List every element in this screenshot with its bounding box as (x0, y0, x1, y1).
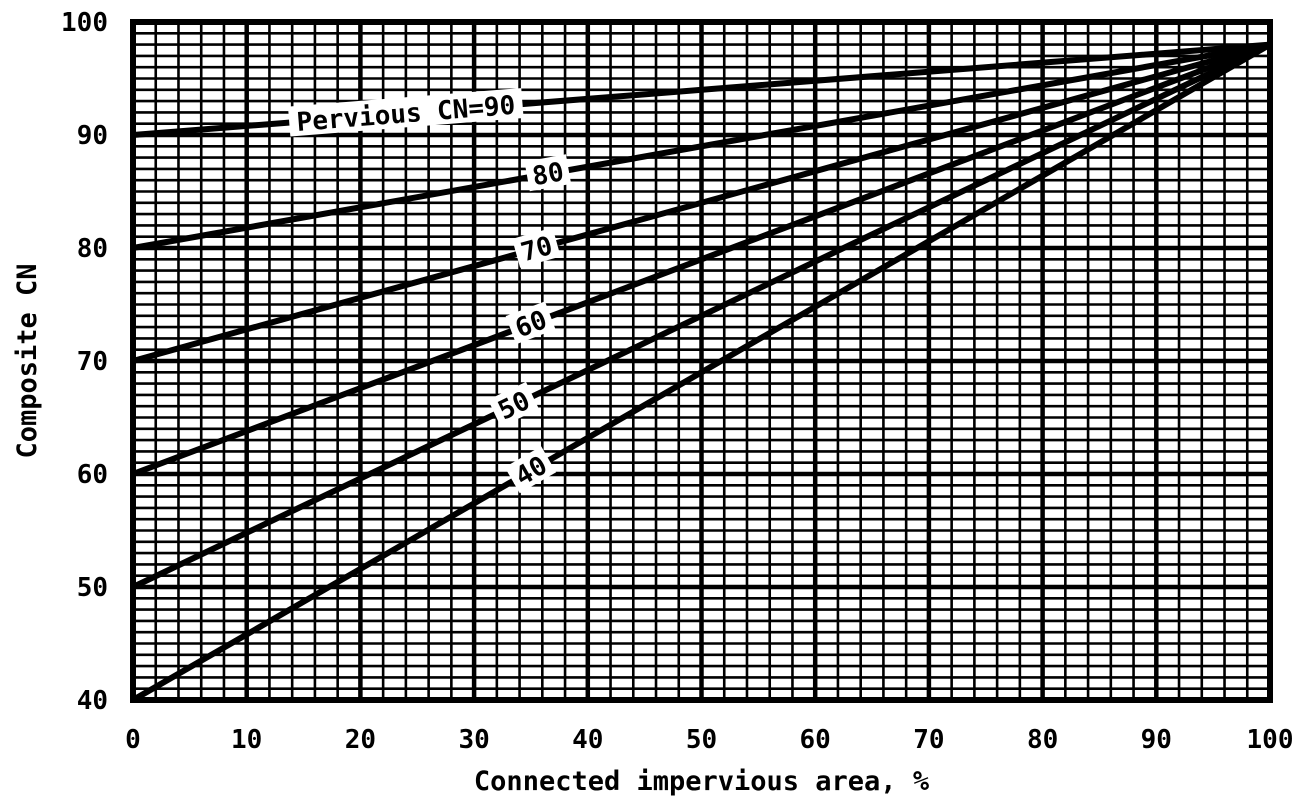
series-line-5 (130, 41, 1273, 703)
series-line-1 (130, 41, 1273, 251)
series-line-3 (130, 41, 1273, 477)
series-label-backing (488, 381, 539, 427)
series-label-backing (524, 154, 572, 192)
y-tick-label: 90 (77, 121, 108, 151)
series-line-2 (130, 41, 1273, 364)
x-tick-label: 0 (125, 725, 141, 755)
x-tick-label: 20 (345, 725, 376, 755)
x-tick-label: 40 (572, 725, 603, 755)
x-tick-label: 90 (1141, 725, 1172, 755)
x-tick-label: 70 (913, 725, 944, 755)
y-tick-label: 40 (77, 686, 108, 716)
x-tick-labels: 0 10 20 30 40 50 60 70 80 90 100 (125, 725, 1293, 755)
y-tick-label: 100 (61, 8, 108, 38)
x-tick-label: 80 (1027, 725, 1058, 755)
x-tick-label: 50 (686, 725, 717, 755)
x-tick-label: 10 (231, 725, 262, 755)
series-label-1: 80 (530, 157, 566, 192)
x-tick-label: 100 (1247, 725, 1294, 755)
series-label-backing (504, 446, 557, 494)
x-tick-label: 60 (800, 725, 831, 755)
series-label-group-5: 40 (504, 446, 557, 494)
y-tick-label: 60 (77, 460, 108, 490)
y-tick-label: 80 (77, 234, 108, 264)
series-label-group-1: 80 (524, 154, 572, 192)
x-tick-label: 30 (458, 725, 489, 755)
y-axis-title: Composite CN (12, 263, 43, 458)
series-label-backing (287, 88, 524, 137)
y-tick-label: 50 (77, 573, 108, 603)
y-tick-label: 70 (77, 347, 108, 377)
y-tick-labels: 40 50 60 70 80 90 100 (61, 8, 108, 716)
x-axis-title: Connected impervious area, % (474, 766, 930, 797)
series-label-backing (505, 301, 556, 345)
series-label-backing (512, 227, 561, 268)
series-line-4 (130, 41, 1273, 590)
